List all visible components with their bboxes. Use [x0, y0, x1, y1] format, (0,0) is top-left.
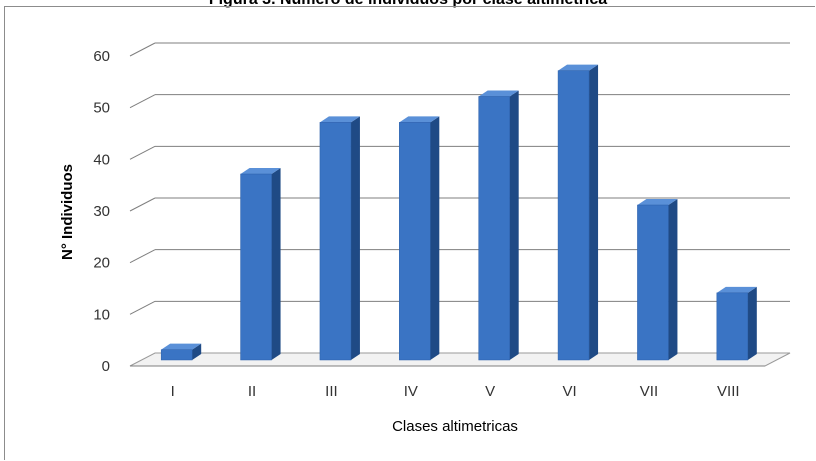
bar-IV	[399, 116, 440, 361]
bar-top	[478, 90, 519, 97]
y-tick-label: 0	[102, 358, 110, 375]
x-tick-label: V	[485, 383, 495, 400]
chart-frame	[4, 6, 815, 460]
chart-title: Figura 3. Número de individuos por clase…	[0, 0, 816, 9]
bar-I	[160, 343, 202, 361]
gridline-side	[129, 145, 156, 160]
bar-side	[350, 116, 360, 360]
bars	[160, 64, 757, 361]
bar-III	[319, 116, 360, 361]
gridlines	[129, 42, 790, 315]
x-axis-ticks: I II III IV V VI VII VIII	[171, 383, 740, 400]
bar-top	[161, 343, 202, 350]
bar-top	[558, 64, 599, 71]
gridline-side	[129, 94, 156, 109]
y-tick-label: 10	[93, 306, 110, 323]
bar-VIII	[716, 286, 757, 361]
bar-top	[399, 116, 440, 123]
bar-V	[478, 90, 519, 361]
bar-front	[716, 292, 749, 361]
y-tick-label: 30	[93, 203, 110, 220]
bar-side	[271, 168, 281, 360]
bar-front	[319, 122, 352, 361]
bar-side	[668, 199, 678, 360]
bar-front	[478, 96, 510, 361]
gridline-side	[129, 300, 156, 315]
bar-front	[240, 173, 272, 361]
bar-II	[240, 168, 281, 361]
gridline-side	[129, 249, 156, 264]
x-axis-title: Clases altimetricas	[392, 418, 518, 435]
bar-top	[319, 116, 360, 123]
y-axis-title: N° Individuos	[59, 164, 76, 260]
y-tick-label: 20	[93, 255, 110, 272]
bar-top	[637, 199, 678, 205]
y-axis-ticks: 0 10 20 30 40 50 60	[93, 48, 110, 375]
y-tick-label: 50	[93, 100, 110, 117]
x-tick-label: IV	[404, 383, 418, 400]
bar-VII	[637, 199, 678, 361]
gridline-side	[129, 42, 156, 57]
bar-front	[557, 70, 590, 361]
bar-side	[589, 64, 599, 361]
bar-VI	[557, 64, 599, 361]
chart-floor	[129, 352, 791, 367]
x-tick-label: II	[248, 383, 256, 400]
y-tick-label: 40	[93, 151, 110, 168]
bar-side	[192, 343, 202, 360]
bar-top	[716, 286, 757, 293]
bar-side	[430, 116, 440, 360]
bar-front	[637, 204, 669, 361]
bar-front	[399, 122, 431, 361]
bar-top	[240, 168, 281, 174]
y-tick-label: 60	[93, 48, 110, 65]
x-tick-label: VI	[562, 383, 576, 400]
x-tick-label: VIII	[717, 383, 740, 400]
floor-plane	[129, 352, 791, 367]
gridline-side	[129, 197, 156, 212]
x-tick-label: VII	[640, 383, 658, 400]
bar-front	[160, 349, 193, 361]
bar-side	[747, 286, 757, 360]
x-tick-label: I	[171, 383, 175, 400]
x-tick-label: III	[325, 383, 338, 400]
bar-side	[509, 90, 519, 360]
